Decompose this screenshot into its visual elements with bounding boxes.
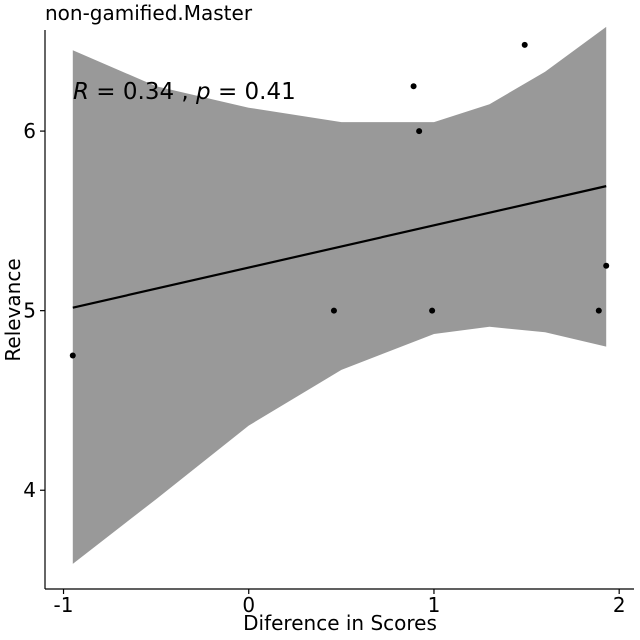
confidence-band xyxy=(72,26,607,564)
plot-area: -1 0 1 2 4 5 6 xyxy=(23,26,634,617)
data-point xyxy=(416,128,423,135)
x-tick-label: 0 xyxy=(242,593,255,617)
data-point xyxy=(330,307,337,314)
x-axis-title: Diference in Scores xyxy=(243,611,437,635)
x-tick-label: -1 xyxy=(54,593,74,617)
y-tick-label: 6 xyxy=(23,119,36,143)
chart-title: non-gamified.Master xyxy=(45,1,253,25)
regression-line xyxy=(72,185,607,309)
y-tick-label: 4 xyxy=(23,478,36,502)
x-tick-label: 1 xyxy=(428,593,441,617)
r-symbol: R xyxy=(73,79,89,105)
data-point xyxy=(429,307,436,314)
data-point xyxy=(69,352,76,359)
data-point xyxy=(521,41,528,48)
data-point xyxy=(595,307,602,314)
r-value: = 0.34 , xyxy=(89,79,196,105)
data-point xyxy=(603,262,610,269)
p-value: = 0.41 xyxy=(211,79,296,105)
correlation-annotation: R = 0.34 , p = 0.41 xyxy=(73,79,296,105)
data-point xyxy=(410,83,417,90)
y-axis-title: Relevance xyxy=(1,258,25,361)
x-tick-label: 2 xyxy=(613,593,626,617)
p-symbol: p xyxy=(195,79,211,105)
y-tick-label: 5 xyxy=(23,299,36,323)
